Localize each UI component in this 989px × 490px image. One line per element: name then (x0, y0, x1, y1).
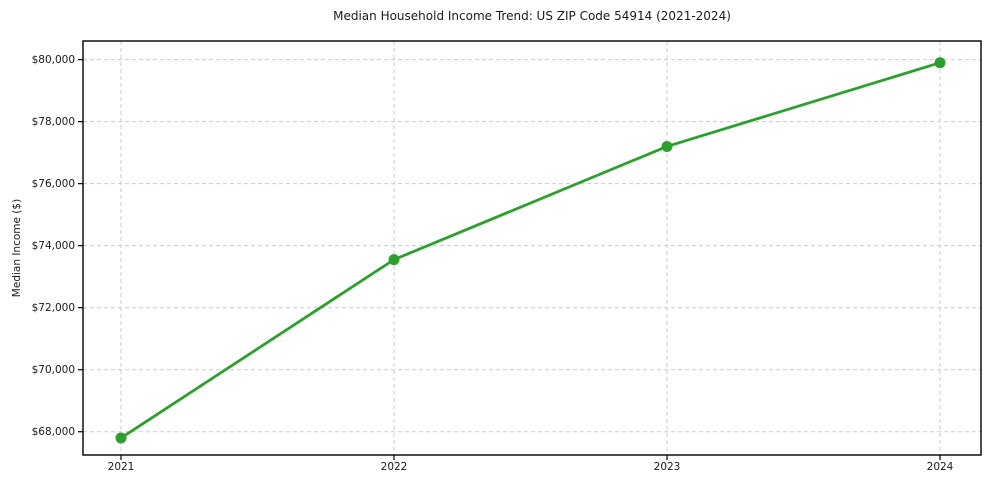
axis-spines (82, 40, 982, 456)
data-point-2021 (115, 432, 127, 444)
y-tick-label: $74,000 (31, 239, 75, 252)
y-tick-label: $72,000 (31, 301, 75, 314)
income-trend-line (119, 61, 942, 440)
x-tick-label: 2023 (653, 461, 681, 473)
x-tick-label: 2024 (926, 461, 954, 473)
y-tick-label: $78,000 (31, 115, 75, 128)
x-tick-label: 2021 (107, 461, 135, 473)
data-point-2024 (934, 57, 946, 69)
chart-title: Median Household Income Trend: US ZIP Co… (333, 9, 731, 23)
data-point-2022 (388, 254, 400, 266)
y-tick-label: $68,000 (31, 425, 75, 438)
data-point-2023 (661, 140, 673, 152)
y-tick-label: $80,000 (31, 53, 75, 66)
x-tick-label: 2022 (380, 461, 408, 473)
y-tick-label: $70,000 (31, 363, 75, 376)
y-tick-label: $76,000 (31, 177, 75, 190)
